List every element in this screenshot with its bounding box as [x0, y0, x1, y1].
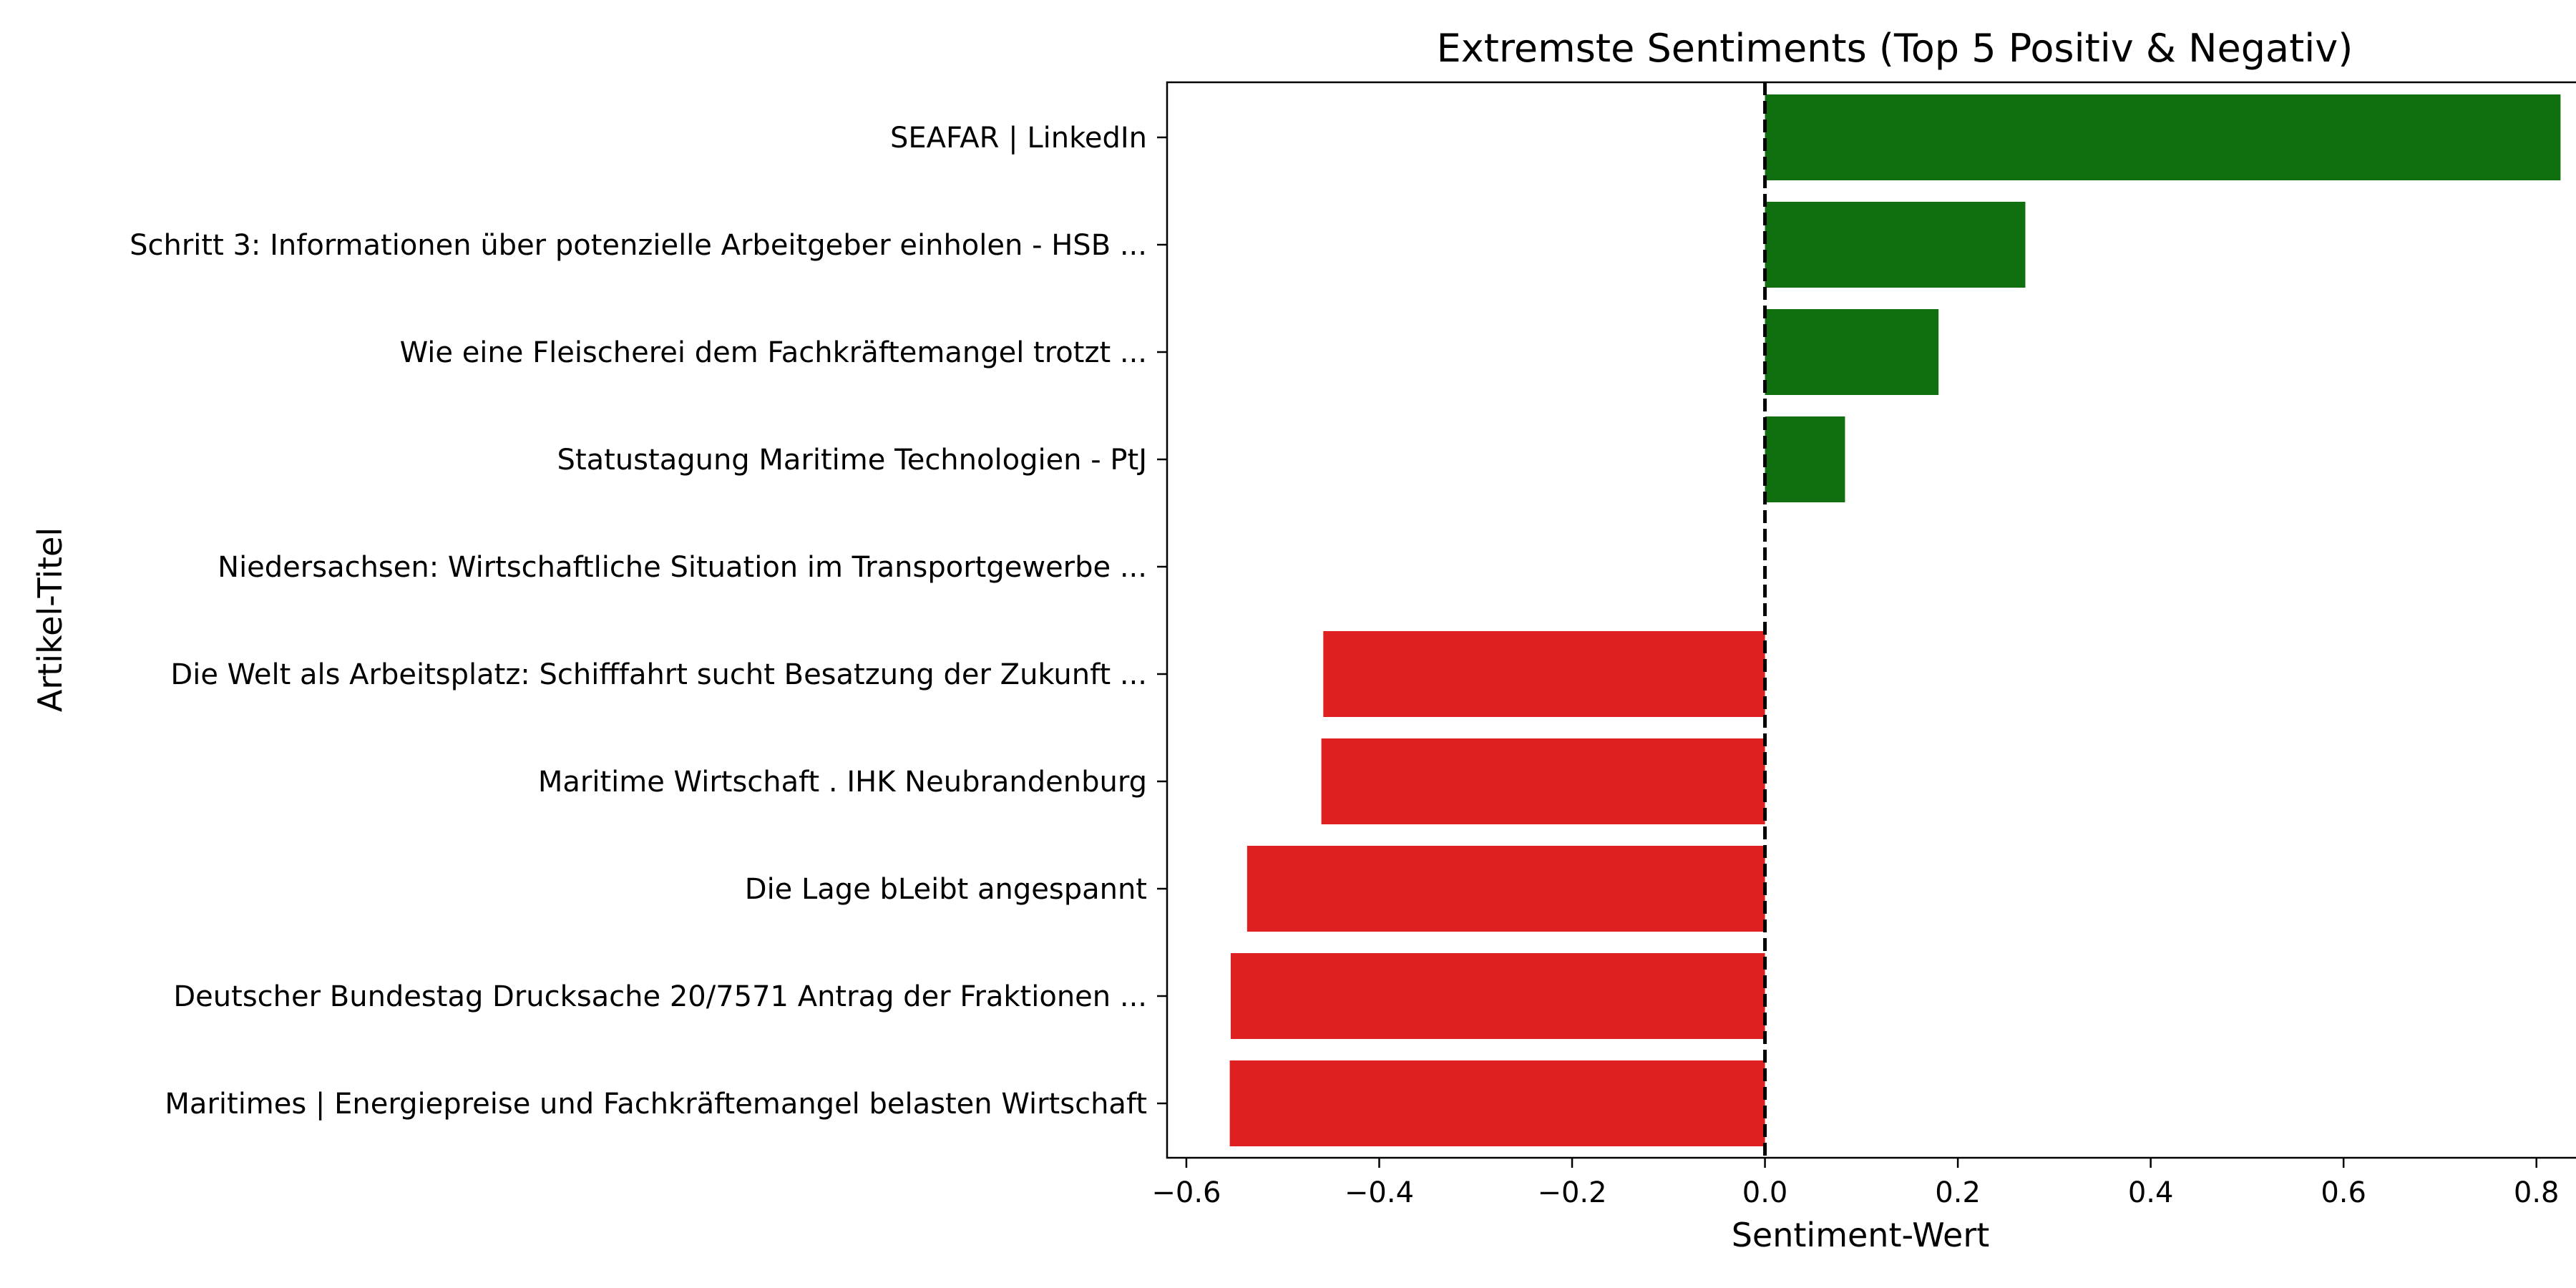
x-tick-label: 0.6 — [2321, 1176, 2366, 1209]
bar-1 — [1765, 202, 2026, 288]
x-tick-label: −0.4 — [1345, 1176, 1414, 1209]
bar-5 — [1323, 631, 1765, 717]
y-tick-label: Maritimes | Energiepreise und Fachkräfte… — [165, 1088, 1147, 1121]
y-tick-label: Statustagung Maritime Technologien - PtJ — [557, 444, 1147, 477]
x-tick-label: −0.6 — [1151, 1176, 1221, 1209]
y-tick-label: Schritt 3: Informationen über potenziell… — [130, 229, 1147, 262]
bar-8 — [1230, 953, 1765, 1039]
x-tick-label: 0.4 — [2128, 1176, 2174, 1209]
y-tick-label: Wie eine Fleischerei dem Fachkräftemange… — [400, 336, 1147, 369]
y-axis-label: Artikel-Titel — [31, 527, 69, 712]
bar-6 — [1321, 738, 1765, 824]
bar-2 — [1765, 309, 1939, 395]
chart-title: Extremste Sentiments (Top 5 Positiv & Ne… — [1437, 26, 2353, 71]
bar-9 — [1229, 1060, 1765, 1146]
bar-3 — [1765, 416, 1845, 502]
y-tick-label: Maritime Wirtschaft . IHK Neubrandenburg — [538, 766, 1147, 799]
x-tick-label: 0.0 — [1742, 1176, 1788, 1209]
bar-0 — [1765, 94, 2561, 180]
x-tick-label: 0.8 — [2514, 1176, 2560, 1209]
plot-area-frame — [1166, 81, 2576, 1159]
y-tick-label: Die Welt als Arbeitsplatz: Schifffahrt s… — [170, 658, 1147, 691]
y-tick-label: SEAFAR | LinkedIn — [890, 122, 1147, 155]
x-tick-label: 0.2 — [1935, 1176, 1981, 1209]
x-axis-label: Sentiment-Wert — [1732, 1216, 1990, 1254]
y-tick-label: Deutscher Bundestag Drucksache 20/7571 A… — [173, 980, 1147, 1013]
y-tick-label: Niedersachsen: Wirtschaftliche Situation… — [218, 551, 1147, 584]
y-tick-label: Die Lage bLeibt angespannt — [745, 873, 1147, 906]
y-axis-ticks: SEAFAR | LinkedIn Schritt 3: Informatione… — [130, 122, 1167, 1121]
bars-layer — [1229, 94, 2561, 1146]
x-tick-label: −0.2 — [1537, 1176, 1606, 1209]
bar-7 — [1246, 846, 1765, 932]
x-axis-ticks: −0.6 −0.4 −0.2 0.0 0.2 0.4 0.6 0.8 — [1151, 1158, 2560, 1209]
